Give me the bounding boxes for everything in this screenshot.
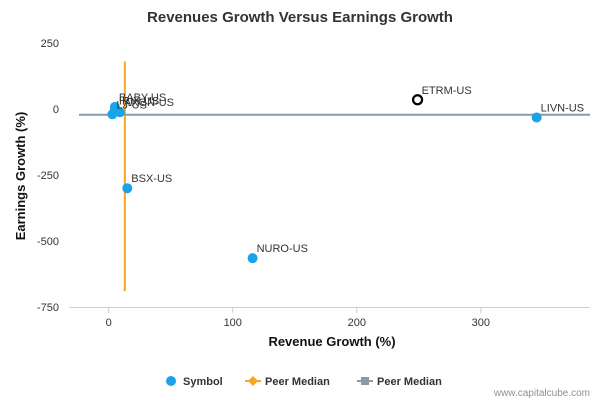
data-label: BABY-US <box>119 92 166 104</box>
x-tick-label: 0 <box>106 317 112 329</box>
y-tick-label: -750 <box>37 302 59 314</box>
y-axis-title: Earnings Growth (%) <box>13 112 28 241</box>
reference-lines <box>79 61 590 292</box>
y-tick-label: -250 <box>37 170 59 182</box>
y-tick-label: 250 <box>41 38 59 50</box>
data-label: IRIX-US <box>119 95 159 107</box>
chart-title: Revenues Growth Versus Earnings Growth <box>147 9 453 26</box>
y-tick-label: 0 <box>53 104 59 116</box>
data-label: LIVN-US <box>541 102 584 114</box>
data-point <box>531 112 542 123</box>
y-tick-label: -500 <box>37 236 59 248</box>
data-label: NURO-US <box>257 243 308 255</box>
x-tick-label: 300 <box>472 317 490 329</box>
axes <box>69 307 590 313</box>
data-point <box>411 94 424 106</box>
data-label: ETRM-US <box>422 85 472 97</box>
legend-symbol-marker <box>166 376 176 386</box>
data-label: LJ-US <box>116 99 147 111</box>
data-point <box>122 183 133 194</box>
data-label: BSX-US <box>131 173 172 185</box>
data-point <box>247 253 258 264</box>
x-axis-title: Revenue Growth (%) <box>268 334 395 349</box>
x-tick-label: 100 <box>224 317 242 329</box>
x-tick-label: 200 <box>348 317 366 329</box>
legend-square-marker <box>361 377 369 385</box>
data-points <box>107 94 542 264</box>
legend-label: Peer Median <box>377 376 442 388</box>
data-label: AXGN-US <box>124 97 174 109</box>
legend-diamond-marker <box>248 376 258 386</box>
legend-label: Symbol <box>183 376 223 388</box>
data-point <box>107 109 118 120</box>
legend-label: Peer Median <box>265 376 330 388</box>
legend: Symbol Peer Median Peer Median <box>166 376 442 388</box>
credit-text: www.capitalcube.com <box>493 388 590 399</box>
tick-labels: 0 100 200 300 250 0 -250 -500 -750 <box>37 38 490 329</box>
